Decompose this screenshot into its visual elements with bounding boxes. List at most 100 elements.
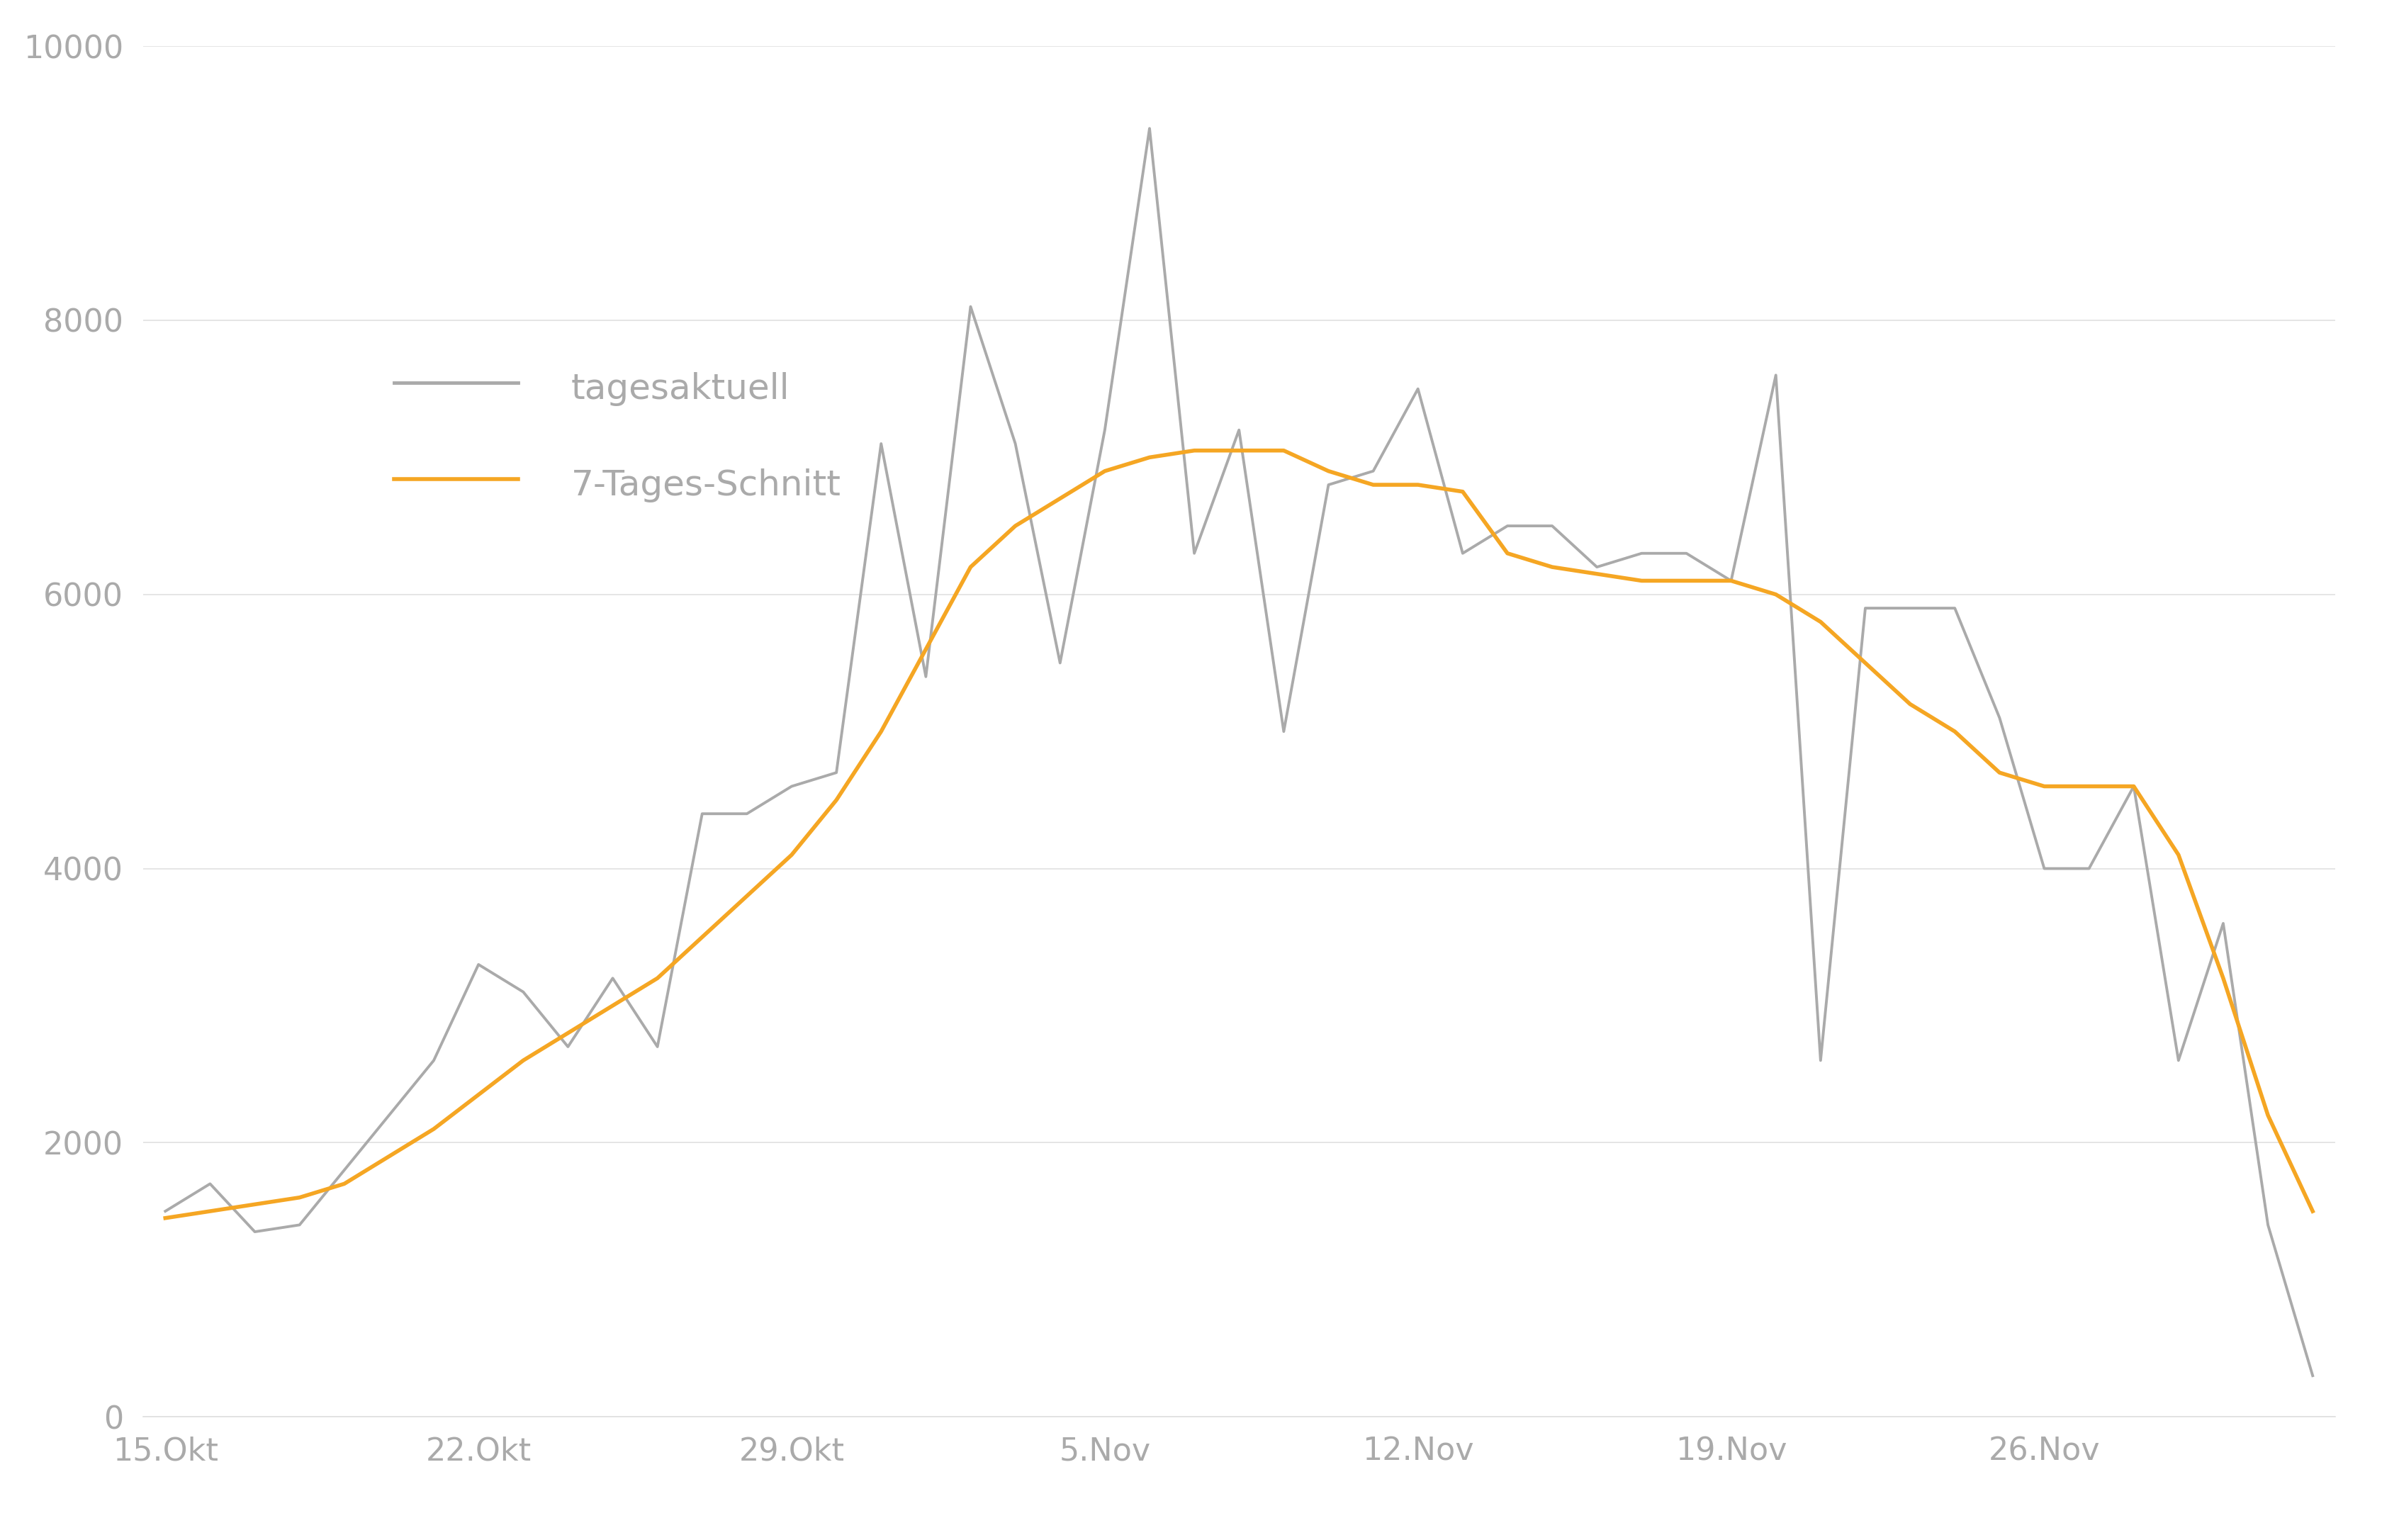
7-Tages-Schnitt xyxy=(195,1201,224,1220)
7-Tages-Schnitt xyxy=(2075,778,2103,796)
7-Tages-Schnitt xyxy=(1672,571,1701,590)
7-Tages-Schnitt xyxy=(2163,845,2191,864)
7-Tages-Schnitt xyxy=(1000,517,1029,536)
7-Tages-Schnitt xyxy=(2208,969,2237,987)
tagesaktuell xyxy=(955,297,984,316)
tagesaktuell xyxy=(1270,722,1298,741)
7-Tages-Schnitt xyxy=(464,1086,493,1104)
tagesaktuell xyxy=(1806,1052,1834,1070)
7-Tages-Schnitt xyxy=(1582,565,1610,584)
7-Tages-Schnitt xyxy=(1717,571,1746,590)
tagesaktuell xyxy=(419,1052,448,1070)
7-Tages-Schnitt xyxy=(2253,1106,2282,1124)
tagesaktuell xyxy=(1896,599,1925,618)
tagesaktuell xyxy=(1939,599,1968,618)
7-Tages-Schnitt xyxy=(731,887,760,906)
7-Tages-Schnitt xyxy=(1224,442,1253,460)
7-Tages-Schnitt xyxy=(1896,695,1925,713)
7-Tages-Schnitt xyxy=(1536,557,1565,576)
7-Tages-Schnitt xyxy=(822,792,850,810)
tagesaktuell xyxy=(1627,544,1655,562)
tagesaktuell xyxy=(777,778,805,796)
tagesaktuell xyxy=(1000,434,1029,453)
7-Tages-Schnitt xyxy=(1179,442,1208,460)
tagesaktuell xyxy=(464,955,493,973)
tagesaktuell xyxy=(510,983,538,1001)
tagesaktuell xyxy=(195,1175,224,1194)
7-Tages-Schnitt xyxy=(1315,462,1343,480)
7-Tages-Schnitt xyxy=(598,996,626,1015)
tagesaktuell xyxy=(1851,599,1879,618)
tagesaktuell xyxy=(150,1201,179,1220)
7-Tages-Schnitt xyxy=(1851,653,1879,671)
tagesaktuell xyxy=(731,804,760,822)
7-Tages-Schnitt xyxy=(1091,462,1120,480)
tagesaktuell xyxy=(241,1223,269,1241)
tagesaktuell xyxy=(2075,859,2103,878)
tagesaktuell xyxy=(1536,517,1565,536)
tagesaktuell xyxy=(286,1215,314,1234)
tagesaktuell xyxy=(688,804,717,822)
tagesaktuell xyxy=(2120,778,2149,796)
tagesaktuell xyxy=(553,1038,581,1056)
7-Tages-Schnitt xyxy=(1358,476,1386,494)
7-Tages-Schnitt xyxy=(1984,764,2013,782)
7-Tages-Schnitt xyxy=(510,1052,538,1070)
7-Tages-Schnitt xyxy=(1494,544,1522,562)
tagesaktuell xyxy=(1179,544,1208,562)
7-Tages-Schnitt xyxy=(1448,482,1477,501)
tagesaktuell xyxy=(374,1106,403,1124)
Line: 7-Tages-Schnitt: 7-Tages-Schnitt xyxy=(164,451,2313,1218)
7-Tages-Schnitt xyxy=(688,927,717,946)
tagesaktuell xyxy=(1494,517,1522,536)
tagesaktuell xyxy=(1315,476,1343,494)
Line: tagesaktuell: tagesaktuell xyxy=(164,128,2313,1375)
7-Tages-Schnitt xyxy=(1760,585,1789,604)
7-Tages-Schnitt xyxy=(1403,476,1432,494)
7-Tages-Schnitt xyxy=(419,1120,448,1138)
7-Tages-Schnitt xyxy=(1270,442,1298,460)
7-Tages-Schnitt xyxy=(1046,490,1074,508)
tagesaktuell xyxy=(1717,571,1746,590)
7-Tages-Schnitt xyxy=(1134,448,1162,467)
tagesaktuell xyxy=(867,434,896,453)
tagesaktuell xyxy=(1672,544,1701,562)
7-Tages-Schnitt xyxy=(553,1024,581,1043)
7-Tages-Schnitt xyxy=(2299,1201,2327,1220)
tagesaktuell xyxy=(1358,462,1386,480)
tagesaktuell xyxy=(598,969,626,987)
7-Tages-Schnitt xyxy=(1806,613,1834,631)
7-Tages-Schnitt xyxy=(643,969,672,987)
tagesaktuell xyxy=(1134,119,1162,137)
tagesaktuell xyxy=(1046,653,1074,671)
tagesaktuell xyxy=(329,1161,357,1180)
tagesaktuell xyxy=(1984,708,2013,727)
tagesaktuell xyxy=(1448,544,1477,562)
tagesaktuell xyxy=(1403,379,1432,397)
tagesaktuell xyxy=(1582,557,1610,576)
Legend: tagesaktuell, 7-Tages-Schnitt: tagesaktuell, 7-Tages-Schnitt xyxy=(379,351,855,519)
7-Tages-Schnitt xyxy=(777,845,805,864)
7-Tages-Schnitt xyxy=(867,722,896,741)
tagesaktuell xyxy=(1224,420,1253,439)
tagesaktuell xyxy=(1760,367,1789,385)
7-Tages-Schnitt xyxy=(955,557,984,576)
tagesaktuell xyxy=(2029,859,2058,878)
tagesaktuell xyxy=(912,667,941,685)
7-Tages-Schnitt xyxy=(1627,571,1655,590)
7-Tages-Schnitt xyxy=(329,1175,357,1194)
7-Tages-Schnitt xyxy=(241,1195,269,1214)
tagesaktuell xyxy=(2299,1366,2327,1384)
tagesaktuell xyxy=(643,1038,672,1056)
tagesaktuell xyxy=(822,764,850,782)
7-Tages-Schnitt xyxy=(2120,778,2149,796)
7-Tages-Schnitt xyxy=(912,641,941,659)
7-Tages-Schnitt xyxy=(1939,722,1968,741)
7-Tages-Schnitt xyxy=(374,1147,403,1166)
7-Tages-Schnitt xyxy=(286,1189,314,1207)
7-Tages-Schnitt xyxy=(2029,778,2058,796)
tagesaktuell xyxy=(1091,420,1120,439)
tagesaktuell xyxy=(2208,915,2237,933)
tagesaktuell xyxy=(2253,1215,2282,1234)
tagesaktuell xyxy=(2163,1052,2191,1070)
